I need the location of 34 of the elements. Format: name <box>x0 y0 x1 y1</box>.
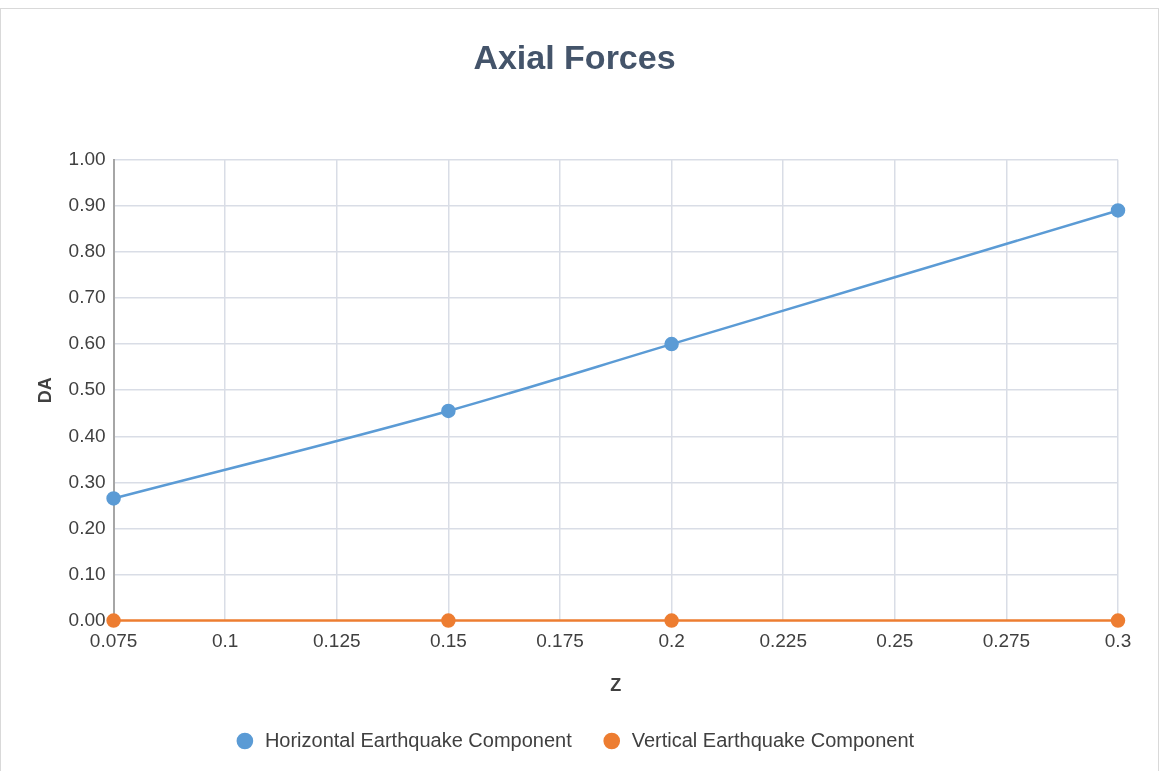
point <box>106 491 121 506</box>
y-tick-label: 0.70 <box>68 286 106 308</box>
y-tick-label: 0.60 <box>68 332 106 354</box>
y-axis-title: DA <box>34 377 55 404</box>
y-tick-label: 1.00 <box>68 148 106 170</box>
point <box>1110 613 1126 628</box>
point <box>441 613 456 628</box>
x-tick-label: 0.075 <box>89 630 138 652</box>
point <box>441 403 456 419</box>
x-tick-label: 0.2 <box>658 630 685 652</box>
chart-title: Axial Forces <box>473 37 676 76</box>
point <box>1110 203 1126 218</box>
y-tick-label: 0.10 <box>68 562 106 584</box>
x-tick-label: 0.15 <box>429 630 467 652</box>
x-tick-label: 0.275 <box>982 630 1031 652</box>
x-tick-label: 0.1 <box>211 630 239 652</box>
y-tick-label: 0.20 <box>68 516 106 538</box>
point <box>106 613 121 628</box>
y-tick-label: 0.40 <box>68 424 106 446</box>
y-tick-label: 0.30 <box>68 470 106 492</box>
x-tick-label: 0.25 <box>876 630 914 652</box>
x-tick-label: 0.3 <box>1104 630 1132 652</box>
x-tick-label: 0.125 <box>313 630 361 652</box>
point <box>664 613 679 628</box>
y-tick-label: 0.50 <box>68 378 106 400</box>
legend-label: Horizontal Earthquake Component <box>264 728 573 751</box>
x-tick-label: 0.225 <box>759 630 807 652</box>
x-axis-title: Z <box>610 675 622 696</box>
y-tick-label: 0.80 <box>68 240 106 262</box>
legend-label: Vertical Earthquake Component <box>631 728 915 751</box>
point <box>664 336 679 352</box>
y-tick-label: 0.00 <box>68 608 106 630</box>
y-tick-label: 0.90 <box>68 194 106 216</box>
x-tick-label: 0.175 <box>536 630 584 652</box>
